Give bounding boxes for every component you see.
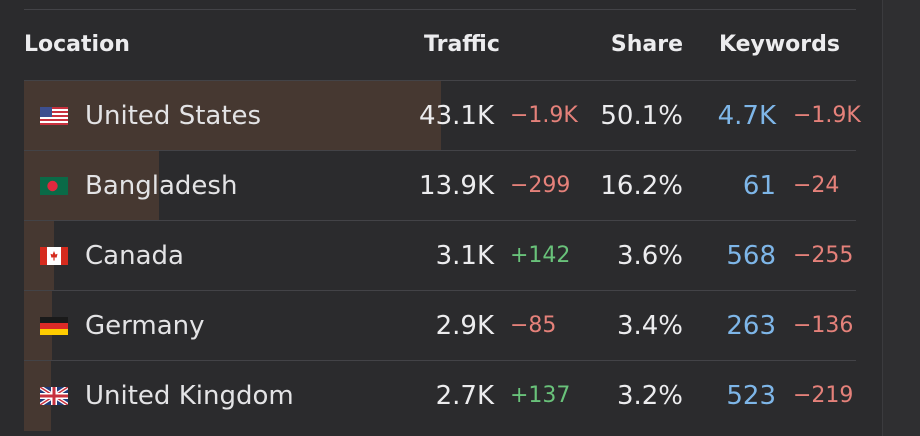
bangladesh-flag-icon (40, 177, 68, 195)
share-column-header[interactable]: Share (610, 32, 683, 57)
country-name[interactable]: United States (85, 101, 262, 131)
keywords-change: −136 (793, 313, 854, 338)
share-value: 16.2% (600, 171, 683, 201)
right-panel-edge (882, 0, 920, 436)
germany-flag-icon (40, 317, 68, 335)
country-name[interactable]: Germany (85, 311, 205, 341)
location-traffic-table: Location Traffic Share Keywords United S… (24, 9, 861, 431)
table-row[interactable]: Germany 2.9K −85 3.4% 263 −136 (24, 290, 856, 361)
share-bar (24, 81, 441, 151)
share-value: 3.6% (616, 241, 683, 271)
traffic-change: +137 (510, 383, 571, 408)
uk-flag-icon (40, 387, 68, 405)
traffic-value: 2.9K (435, 311, 494, 341)
table-row[interactable]: United States 43.1K −1.9K 50.1% 4.7K −1.… (24, 80, 861, 151)
table-row[interactable]: Canada 3.1K +142 3.6% 568 −255 (24, 220, 856, 291)
share-value: 50.1% (600, 101, 683, 131)
table-row[interactable]: Bangladesh 13.9K −299 16.2% 61 −24 (24, 150, 856, 221)
country-name[interactable]: United Kingdom (85, 381, 294, 411)
top-divider (24, 9, 856, 10)
keywords-change: −24 (793, 173, 840, 198)
keywords-value[interactable]: 523 (726, 381, 776, 411)
keywords-value[interactable]: 4.7K (717, 101, 776, 131)
traffic-value: 3.1K (435, 241, 494, 271)
table-header: Location Traffic Share Keywords (24, 10, 856, 80)
keywords-value[interactable]: 61 (742, 171, 776, 201)
keywords-change: −255 (793, 243, 854, 268)
keywords-value[interactable]: 568 (726, 241, 776, 271)
table-row[interactable]: United Kingdom 2.7K +137 3.2% 523 −219 (24, 360, 856, 431)
traffic-value: 2.7K (435, 381, 494, 411)
traffic-change: −299 (510, 173, 571, 198)
us-flag-icon (40, 107, 68, 125)
traffic-change: +142 (510, 243, 571, 268)
traffic-change: −85 (510, 313, 557, 338)
keywords-column-header[interactable]: Keywords (718, 32, 840, 57)
country-name[interactable]: Canada (85, 241, 184, 271)
keywords-change: −219 (793, 383, 854, 408)
country-name[interactable]: Bangladesh (85, 171, 238, 201)
share-value: 3.2% (616, 381, 683, 411)
traffic-value: 13.9K (419, 171, 494, 201)
canada-flag-icon (40, 247, 68, 265)
keywords-value[interactable]: 263 (726, 311, 776, 341)
share-value: 3.4% (616, 311, 683, 341)
location-column-header[interactable]: Location (24, 32, 130, 57)
keywords-change: −1.9K (793, 103, 861, 128)
traffic-value: 43.1K (419, 101, 494, 131)
traffic-change: −1.9K (510, 103, 578, 128)
traffic-column-header[interactable]: Traffic (424, 32, 500, 57)
